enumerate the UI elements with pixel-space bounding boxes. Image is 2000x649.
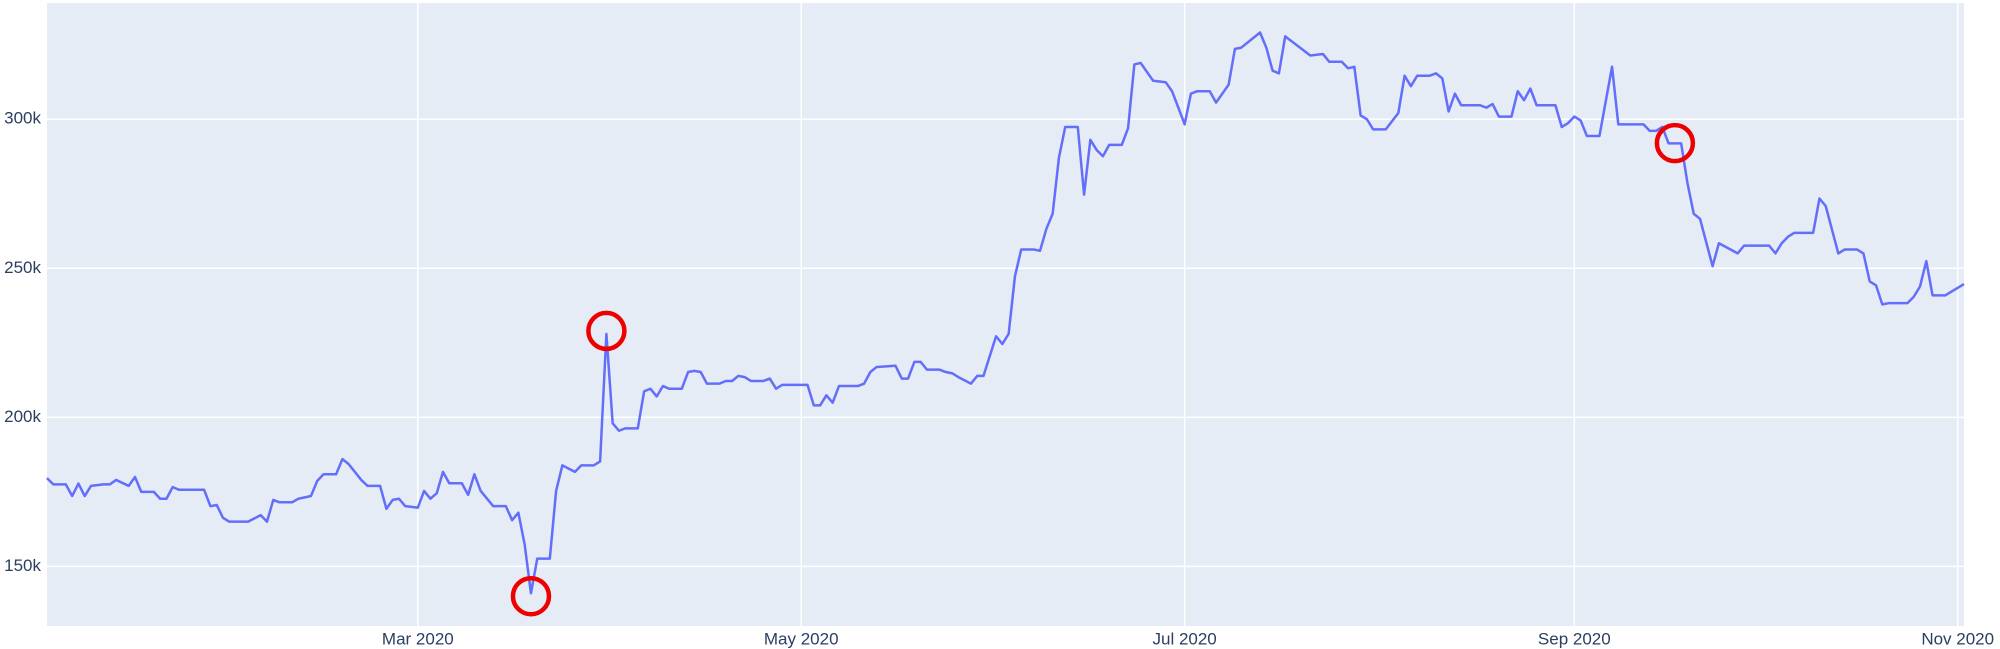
data-line xyxy=(46,31,1965,595)
x-tick-label: Sep 2020 xyxy=(1538,629,1611,648)
highlight-circle xyxy=(510,575,552,617)
y-tick-label: 200k xyxy=(4,407,41,426)
highlight-circle xyxy=(586,310,627,352)
x-tick-label: Mar 2020 xyxy=(382,629,454,648)
y-tick-label: 150k xyxy=(4,556,41,575)
x-tick-label: Nov 2020 xyxy=(1921,629,1994,648)
y-tick-label: 250k xyxy=(4,258,41,277)
x-tick-label: May 2020 xyxy=(764,629,839,648)
y-tick-label: 300k xyxy=(4,109,41,128)
plot-background xyxy=(47,3,1964,626)
x-tick-label: Jul 2020 xyxy=(1152,629,1216,648)
highlight-circle xyxy=(1654,122,1696,164)
